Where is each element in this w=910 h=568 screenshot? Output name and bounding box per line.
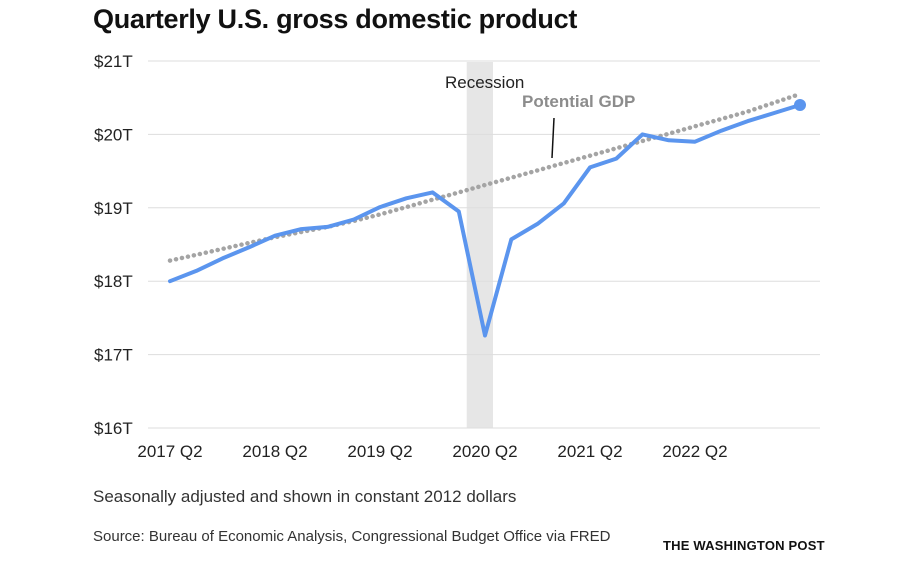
actual-gdp-line xyxy=(168,103,802,338)
y-tick-label: $16T xyxy=(94,419,133,438)
source-note: Source: Bureau of Economic Analysis, Con… xyxy=(93,528,611,545)
potential-gdp-leader-line xyxy=(551,117,555,159)
y-axis-tick-labels: $16T $17T $18T $19T $20T $21T xyxy=(94,52,133,438)
publisher-credit: THE WASHINGTON POST xyxy=(663,538,825,553)
y-tick-label: $19T xyxy=(94,199,133,218)
potential-gdp-label: Potential GDP xyxy=(522,92,635,111)
x-tick-label: 2019 Q2 xyxy=(347,442,412,461)
gridlines xyxy=(148,60,820,429)
y-tick-label: $18T xyxy=(94,272,133,291)
x-tick-label: 2021 Q2 xyxy=(557,442,622,461)
x-tick-label: 2017 Q2 xyxy=(137,442,202,461)
gdp-line-chart: $16T$17T$18T$19T$20T$21T 2017 Q2 2018 Q2 2… xyxy=(94,52,820,461)
recession-band-layer xyxy=(466,62,493,428)
chart-title: Quarterly U.S. gross domestic product xyxy=(93,4,578,34)
y-tick-label: $21T xyxy=(94,52,133,71)
recession-band xyxy=(466,62,493,428)
x-tick-label: 2018 Q2 xyxy=(242,442,307,461)
x-tick-label: 2022 Q2 xyxy=(662,442,727,461)
x-tick-label: 2020 Q2 xyxy=(452,442,517,461)
latest-value-marker xyxy=(794,99,806,112)
chart-note: Seasonally adjusted and shown in constan… xyxy=(93,487,517,506)
recession-label: Recession xyxy=(445,73,524,92)
x-axis-tick-labels: 2017 Q2 2018 Q2 2019 Q2 2020 Q2 2021 Q2 2022 … xyxy=(137,442,727,461)
y-tick-label: $17T xyxy=(94,346,133,365)
series-layer xyxy=(167,91,806,338)
y-tick-label: $20T xyxy=(94,125,133,144)
